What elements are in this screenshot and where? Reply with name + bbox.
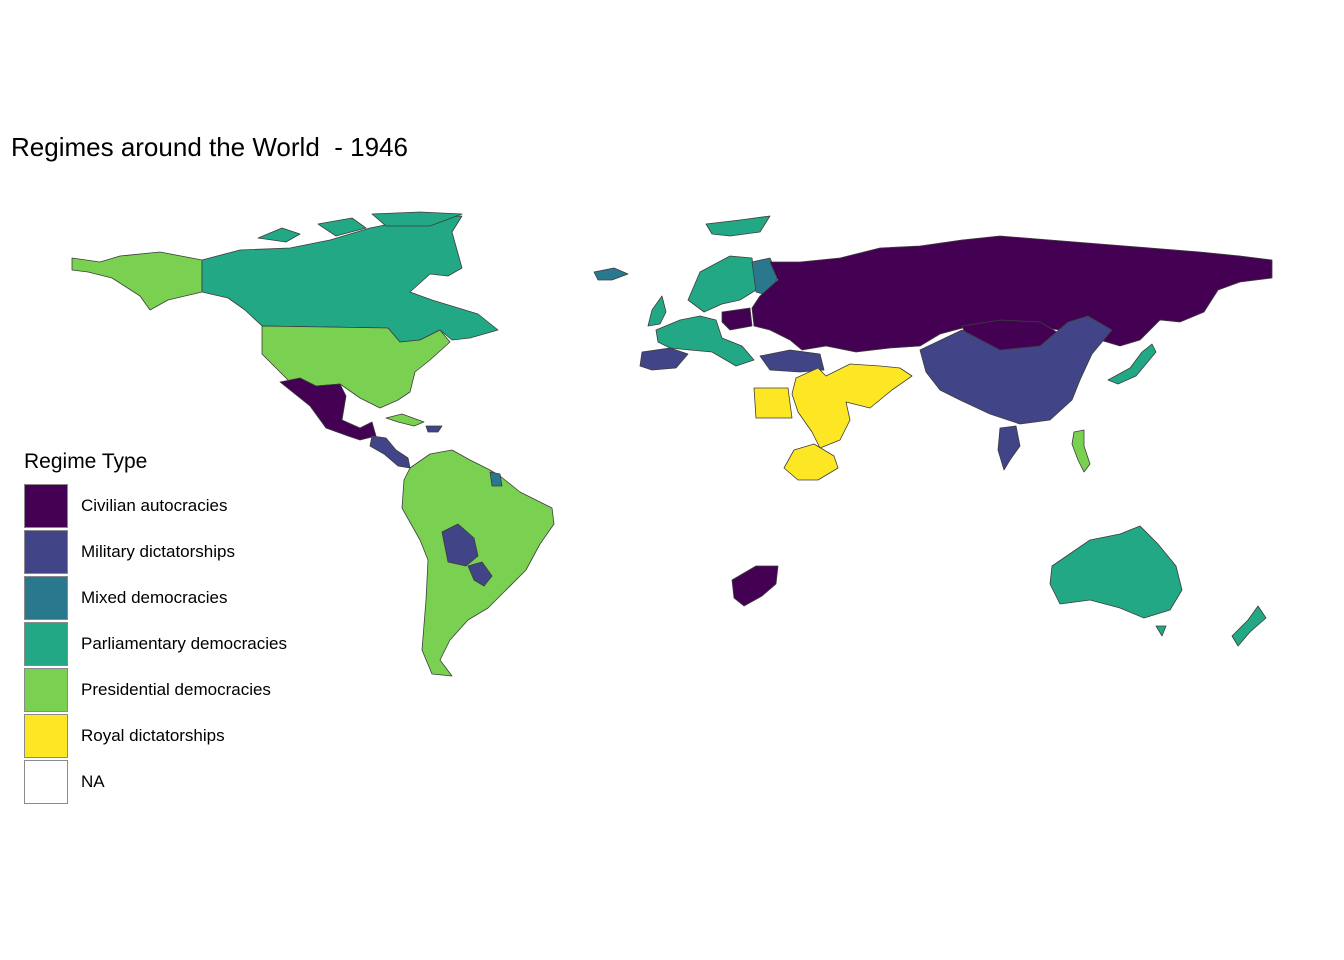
legend-swatch (24, 668, 68, 712)
region-suriname (489, 471, 503, 487)
legend-label: Presidential democracies (81, 680, 271, 699)
region-australia (1049, 525, 1183, 619)
region-new-zealand (1231, 605, 1267, 647)
legend-label: Royal dictatorships (81, 726, 225, 745)
legend-item: Civilian autocracies (24, 483, 287, 529)
region-central-america (369, 435, 411, 469)
region-china (919, 315, 1113, 425)
legend-swatch (24, 576, 68, 620)
legend: Regime Type Civilian autocracies Militar… (24, 450, 287, 805)
region-britain (647, 295, 667, 327)
legend-swatch (24, 530, 68, 574)
region-turkey (759, 349, 825, 373)
region-poland (721, 307, 753, 331)
legend-item: Presidential democracies (24, 667, 287, 713)
legend-item: Parliamentary democracies (24, 621, 287, 667)
region-soviet-union (751, 235, 1273, 353)
legend-swatch (24, 714, 68, 758)
region-paraguay (467, 561, 493, 587)
legend-label: Mixed democracies (81, 588, 228, 607)
region-tasmania (1155, 625, 1167, 637)
region-haiti (425, 425, 443, 433)
region-ethiopia (783, 443, 839, 481)
legend-swatch (24, 622, 68, 666)
region-canada-islands (257, 211, 463, 243)
map-title: Regimes around the World - 1946 (11, 132, 408, 162)
legend-label: NA (81, 772, 105, 791)
region-thailand (997, 425, 1021, 471)
region-philippines (1071, 429, 1091, 473)
region-egypt (753, 387, 793, 419)
region-greenland (705, 215, 771, 237)
legend-item: Royal dictatorships (24, 713, 287, 759)
legend-label: Military dictatorships (81, 542, 235, 561)
region-bolivia (441, 523, 479, 567)
legend-swatch (24, 484, 68, 528)
region-alaska (71, 251, 203, 311)
region-canada (201, 215, 499, 343)
legend-item: NA (24, 759, 287, 805)
region-japan (1107, 343, 1157, 385)
legend-title: Regime Type (24, 450, 148, 473)
legend-swatch (24, 760, 68, 804)
region-cuba (385, 413, 425, 427)
region-iceland (593, 267, 629, 281)
legend-item: Mixed democracies (24, 575, 287, 621)
legend-label: Parliamentary democracies (81, 634, 287, 653)
region-mexico (279, 377, 377, 441)
legend-label: Civilian autocracies (81, 496, 228, 515)
region-south-africa (731, 565, 779, 607)
region-iberia (639, 347, 689, 371)
region-scandinavia (687, 255, 757, 313)
region-middle-east (791, 363, 913, 449)
legend-item: Military dictatorships (24, 529, 287, 575)
